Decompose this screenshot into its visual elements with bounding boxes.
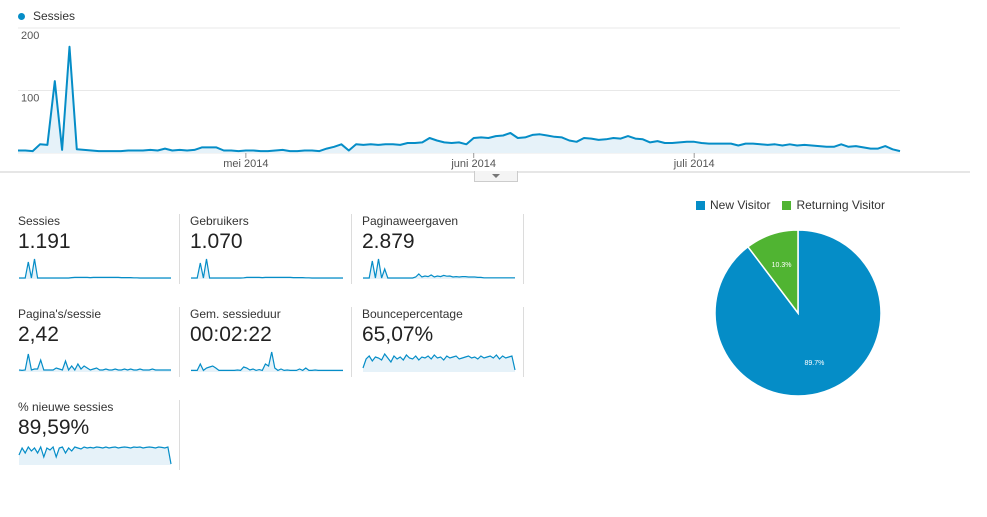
metric-label: % nieuwe sessies [18,400,114,414]
metric-label: Gebruikers [190,214,249,228]
sparkline-line [362,352,516,371]
metric-sparkline [18,445,172,465]
pie-legend-item-1[interactable]: Returning Visitor [782,198,885,212]
legend-label: New Visitor [710,198,771,212]
x-tick-label: juli 2014 [673,158,715,170]
sparkline-line [18,445,172,465]
metric-6[interactable]: % nieuwe sessies 89,59% [18,400,180,470]
metric-value: 2,42 [18,323,59,346]
pie-slice-label: 89.7% [804,360,824,367]
metric-label: Pagina's/sessie [18,307,102,321]
metric-1[interactable]: Gebruikers 1.070 [190,214,352,284]
sparkline-area [19,259,171,279]
metric-divider [351,214,352,284]
metric-divider [179,400,180,470]
legend-swatch [782,200,792,210]
metric-divider [179,214,180,284]
metric-value: 00:02:22 [190,323,272,346]
metric-value: 1.070 [190,230,243,253]
metric-value: 2.879 [362,230,415,253]
sessions-line-chart[interactable]: 100 200 mei 2014 juni 2014 juli 2014 [0,0,987,185]
legend-label-sessies: Sessies [33,9,76,23]
metric-4[interactable]: Gem. sessieduur 00:02:22 [190,307,352,377]
pie-legend-item-0[interactable]: New Visitor [696,198,770,212]
sparkline-line [18,353,171,372]
metric-sparkline [363,258,515,279]
collapse-chart-button[interactable] [474,171,518,182]
sparkline-line [191,258,343,279]
y-tick-label: 100 [21,93,39,105]
metric-value: 89,59% [18,416,90,439]
legend-swatch [696,200,705,210]
series-area [18,46,900,153]
metric-divider [523,214,524,284]
metric-2[interactable]: Paginaweergaven 2.879 [362,214,524,284]
pie-slice-1[interactable] [746,229,799,316]
metric-sparkline [362,352,516,372]
sparkline-area [191,352,343,372]
metric-0[interactable]: Sessies 1.191 [18,214,180,284]
metric-sparkline [191,351,343,372]
main-chart-legend[interactable]: Sessies [18,9,75,23]
chevron-down-icon [492,174,500,178]
metric-sparkline [19,258,171,279]
pie-slice-0[interactable] [714,229,882,397]
x-tick-label: juni 2014 [450,158,496,170]
metric-label: Paginaweergaven [362,214,459,228]
metric-divider [523,307,524,377]
pie-legend: New Visitor Returning Visitor [696,198,897,212]
metric-value: 1.191 [18,230,71,253]
metric-sparkline [18,353,171,372]
metric-divider [351,307,352,377]
series-line-sessies [18,45,901,153]
sparkline-area [19,447,171,465]
metric-label: Bouncepercentage [362,307,463,321]
metric-5[interactable]: Bouncepercentage 65,07% [362,307,524,377]
legend-dot [18,12,25,20]
metric-label: Gem. sessieduur [190,307,281,321]
metric-label: Sessies [18,214,61,228]
legend-label: Returning Visitor [796,198,885,212]
metric-sparkline [191,258,343,279]
metric-value: 65,07% [362,323,434,346]
metric-3[interactable]: Pagina's/sessie 2,42 [18,307,180,377]
sparkline-line [363,258,515,279]
visitor-pie-chart[interactable]: 89.7% 10.3% [700,215,900,400]
y-tick-label: 200 [21,30,39,42]
x-tick-label: mei 2014 [223,158,268,170]
pie-slice-label: 10.3% [772,262,792,269]
metric-divider [179,307,180,377]
sparkline-line [191,351,343,372]
sparkline-line [19,258,171,279]
sparkline-area [191,259,343,279]
